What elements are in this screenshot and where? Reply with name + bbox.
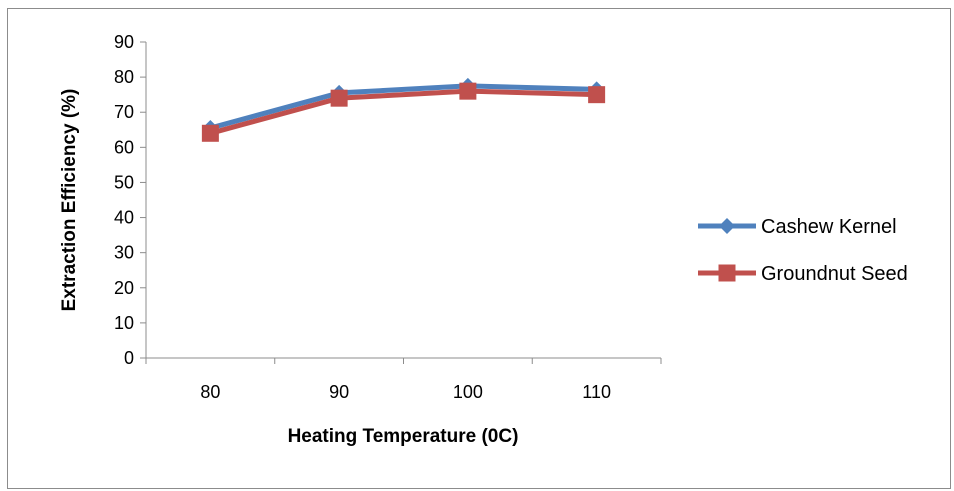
legend-label: Groundnut Seed — [761, 263, 908, 285]
plot-series — [201, 77, 606, 142]
legend: Cashew Kernel Groundnut Seed — [698, 216, 908, 285]
legend-marker — [718, 264, 736, 282]
x-axis: 80 90 100 110 — [145, 357, 662, 402]
y-tick-label: 70 — [114, 102, 134, 122]
y-tick-label: 0 — [124, 348, 134, 368]
y-tick-label: 40 — [114, 208, 134, 228]
x-tick-label: 90 — [329, 382, 349, 402]
x-tick-label: 100 — [453, 382, 483, 402]
x-tick-label: 110 — [582, 382, 611, 402]
x-axis-title: Heating Temperature (0C) — [288, 426, 519, 447]
y-tick-label: 90 — [114, 32, 134, 52]
y-tick-label: 50 — [114, 172, 134, 192]
legend-marker — [719, 218, 735, 234]
y-axis-title: Extraction Efficiency (%) — [59, 89, 80, 312]
series-cashew-kernel — [202, 77, 605, 137]
data-point — [588, 86, 606, 104]
y-tick-label: 30 — [114, 243, 134, 263]
y-tick-label: 20 — [114, 278, 134, 298]
y-tick-label: 10 — [114, 313, 134, 333]
y-axis: 0 10 20 30 40 50 60 70 80 90 — [114, 32, 147, 368]
data-point — [459, 82, 477, 100]
y-tick-label: 60 — [114, 137, 134, 157]
series-line — [209, 88, 597, 136]
data-point — [201, 124, 219, 142]
x-tick-label: 80 — [200, 382, 220, 402]
legend-label: Cashew Kernel — [761, 216, 897, 238]
legend-entry: Cashew Kernel — [698, 216, 897, 238]
series-groundnut-seed — [201, 82, 606, 142]
data-point — [330, 89, 348, 107]
series-line — [209, 83, 597, 131]
y-tick-label: 80 — [114, 67, 134, 87]
legend-entry: Groundnut Seed — [698, 263, 908, 285]
